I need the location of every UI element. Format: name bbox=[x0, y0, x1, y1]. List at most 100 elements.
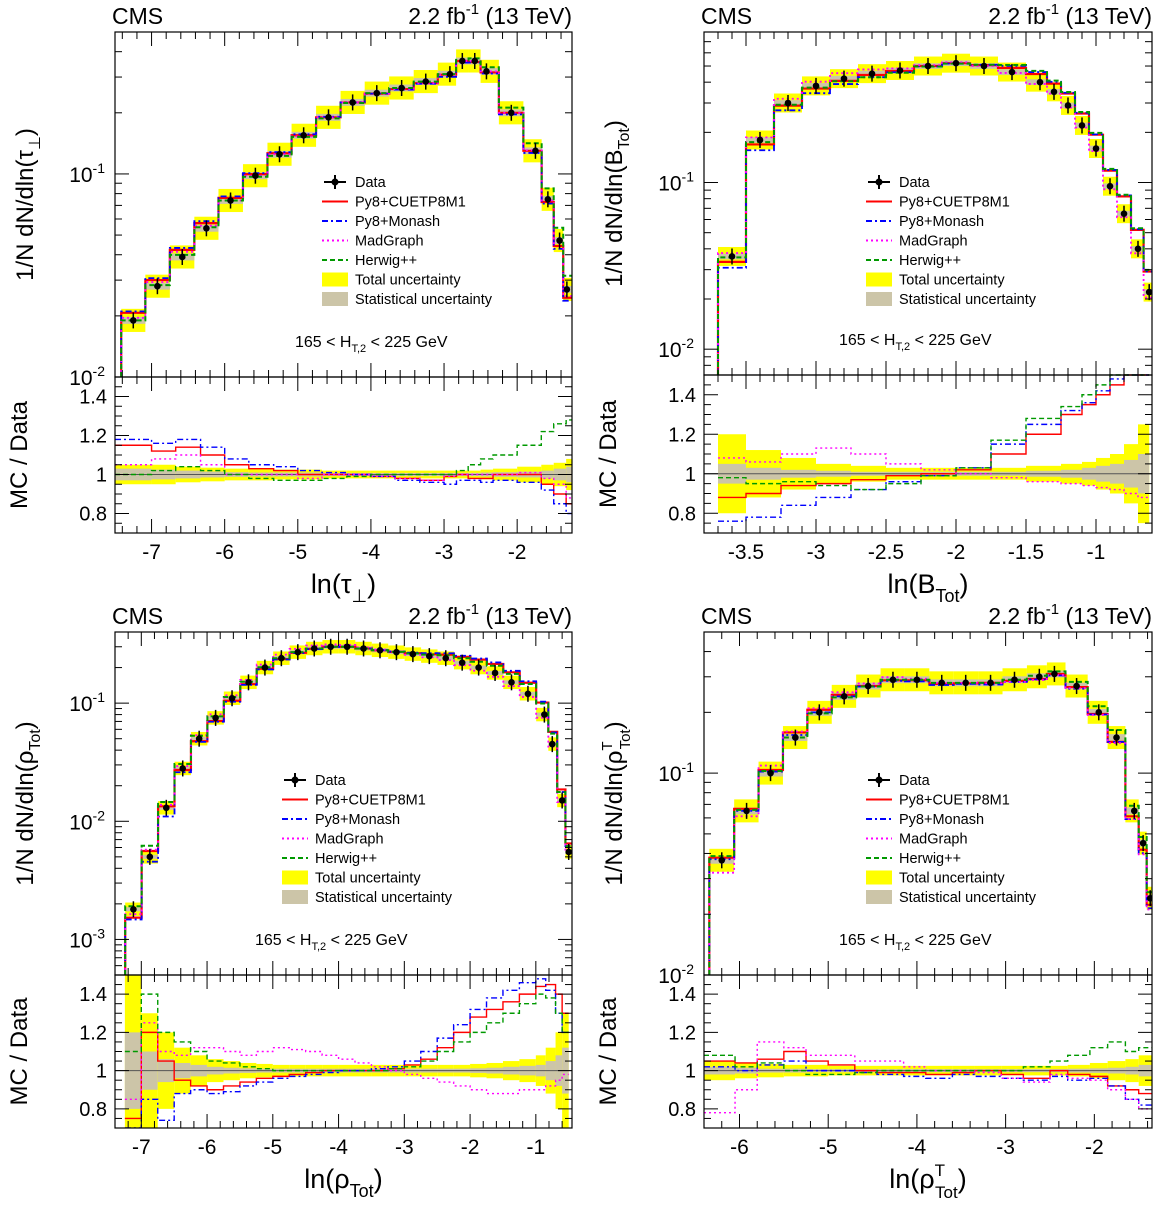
series-herwig bbox=[717, 62, 1152, 375]
x-axis-label-main: ln(ρ bbox=[889, 1164, 934, 1194]
cut-label: 165 < HT,2 < 225 GeV bbox=[255, 932, 408, 953]
cut-label: 165 < HT,2 < 225 GeV bbox=[839, 932, 992, 953]
x-tick-label: -3 bbox=[395, 1136, 414, 1159]
data-point bbox=[228, 694, 236, 702]
data-point bbox=[767, 769, 774, 777]
y-tick-exp: -1 bbox=[93, 689, 106, 705]
x-tick-label: -7 bbox=[142, 541, 161, 564]
ratio-series-madgraph bbox=[704, 1041, 1152, 1114]
x-tick-label: -2 bbox=[508, 541, 527, 564]
data-point bbox=[743, 807, 750, 815]
series-py8_cuetp8m1 bbox=[124, 645, 572, 975]
ratio-y-tick-label: 0.8 bbox=[668, 1099, 696, 1121]
y-axis-label: 1/N dN/dln(τ⊥) bbox=[12, 128, 44, 281]
legend-label: Data bbox=[899, 175, 931, 191]
energy-label: (13 TeV) bbox=[479, 603, 572, 629]
y-tick-exp: -2 bbox=[682, 961, 695, 977]
ratio-y-tick-label: 1.2 bbox=[79, 1022, 107, 1044]
data-point bbox=[987, 679, 994, 687]
y-tick-base: 10 bbox=[69, 367, 92, 390]
ratio-axis-label: MC / Data bbox=[595, 399, 622, 508]
legend-label: MadGraph bbox=[899, 832, 968, 848]
legend: Data Py8+CUETP8M1 Py8+Monash MadGraph Herwig… bbox=[322, 175, 493, 308]
data-point bbox=[544, 196, 552, 203]
y-axis-label-main: 1/N dN/dln(B bbox=[601, 149, 628, 286]
lumi-unit-exp: -1 bbox=[1046, 1, 1059, 18]
data-point bbox=[276, 150, 283, 158]
data-point bbox=[1145, 288, 1152, 296]
x-tick-label: -2 bbox=[947, 541, 966, 564]
data-point bbox=[212, 714, 219, 722]
x-tick-label: -2 bbox=[461, 1136, 480, 1159]
x-axis-label: ln(BTot) bbox=[887, 569, 968, 606]
experiment-label: CMS bbox=[112, 3, 163, 29]
cut-label: 165 < HT,2 < 225 GeV bbox=[839, 332, 992, 353]
legend-label: Statistical uncertainty bbox=[355, 292, 493, 308]
data-point bbox=[179, 765, 187, 772]
y-tick-exp: -1 bbox=[682, 759, 695, 775]
data-point bbox=[889, 676, 897, 684]
plot-area bbox=[704, 53, 1152, 524]
lumi-label: 2.2 fb-1 (13 TeV) bbox=[988, 601, 1152, 629]
data-point bbox=[245, 679, 252, 686]
legend-label: Statistical uncertainty bbox=[899, 292, 1037, 308]
y-tick-base: 10 bbox=[658, 763, 681, 786]
x-tick-label: -3 bbox=[996, 1136, 1015, 1159]
ratio-axis-label: MC / Data bbox=[6, 997, 33, 1106]
lumi-value: 2.2 fb bbox=[988, 603, 1046, 629]
ratio-y-tick-label: 1 bbox=[685, 464, 696, 486]
data-point bbox=[373, 89, 381, 97]
x-axis-label-sup: T bbox=[935, 1161, 945, 1180]
data-point bbox=[393, 648, 400, 656]
data-point bbox=[541, 711, 548, 718]
y-axis-label: 1/N dN/dln(ρTTot) bbox=[599, 721, 634, 885]
data-point bbox=[178, 253, 186, 261]
legend-label: Data bbox=[355, 175, 387, 191]
cut-label-sub: T,2 bbox=[895, 341, 910, 353]
series-py8_monash bbox=[120, 61, 572, 377]
y-tick-exp: -2 bbox=[682, 335, 695, 351]
data-point bbox=[864, 682, 872, 690]
ratio-series-py8_monash bbox=[704, 1060, 1152, 1106]
data-point bbox=[924, 62, 932, 70]
ratio-y-tick-label: 0.8 bbox=[79, 1099, 107, 1121]
lumi-label: 2.2 fb-1 (13 TeV) bbox=[408, 601, 572, 629]
cut-label-sub: T,2 bbox=[895, 941, 910, 953]
y-tick-exp: -1 bbox=[93, 160, 106, 176]
lumi-label: 2.2 fb-1 (13 TeV) bbox=[408, 1, 572, 29]
data-point bbox=[792, 734, 799, 741]
y-tick-label: 10-2 bbox=[658, 961, 694, 988]
y-tick-exp: -3 bbox=[93, 925, 106, 941]
cut-label: 165 < HT,2 < 225 GeV bbox=[295, 334, 448, 355]
y-axis-label-sub: ⊥ bbox=[27, 136, 44, 150]
lumi-unit-exp: -1 bbox=[466, 1, 479, 18]
x-tick-label: -6 bbox=[215, 541, 234, 564]
data-point bbox=[962, 679, 970, 687]
lumi-value: 2.2 fb bbox=[408, 3, 466, 29]
cut-label-post: < 225 GeV bbox=[366, 334, 448, 351]
data-point bbox=[980, 62, 988, 70]
plot-area bbox=[704, 662, 1152, 1114]
y-tick-base: 10 bbox=[658, 965, 681, 988]
ratio-y-tick-label: 1.2 bbox=[668, 1022, 696, 1044]
y-axis-label-sup: T bbox=[599, 741, 616, 750]
experiment-label: CMS bbox=[112, 603, 163, 629]
data-point bbox=[227, 197, 234, 204]
y-tick-label: 10-1 bbox=[658, 759, 694, 786]
cut-label-post: < 225 GeV bbox=[326, 932, 408, 949]
x-axis-label-close: ) bbox=[367, 569, 376, 599]
data-point bbox=[1050, 88, 1058, 96]
ratio-y-tick-label: 1 bbox=[685, 1061, 696, 1083]
legend-label: Py8+Monash bbox=[899, 214, 984, 230]
x-tick-label: -3 bbox=[807, 541, 826, 564]
ratio-frame bbox=[703, 974, 1153, 1129]
data-point bbox=[343, 643, 351, 651]
cut-label-main: 165 < H bbox=[295, 334, 351, 351]
y-tick-base: 10 bbox=[658, 339, 681, 362]
ratio-series-py8_monash bbox=[718, 374, 1150, 522]
legend-marker-data bbox=[875, 776, 883, 784]
data-point bbox=[1011, 676, 1018, 684]
x-tick-label: -3.5 bbox=[728, 541, 764, 564]
